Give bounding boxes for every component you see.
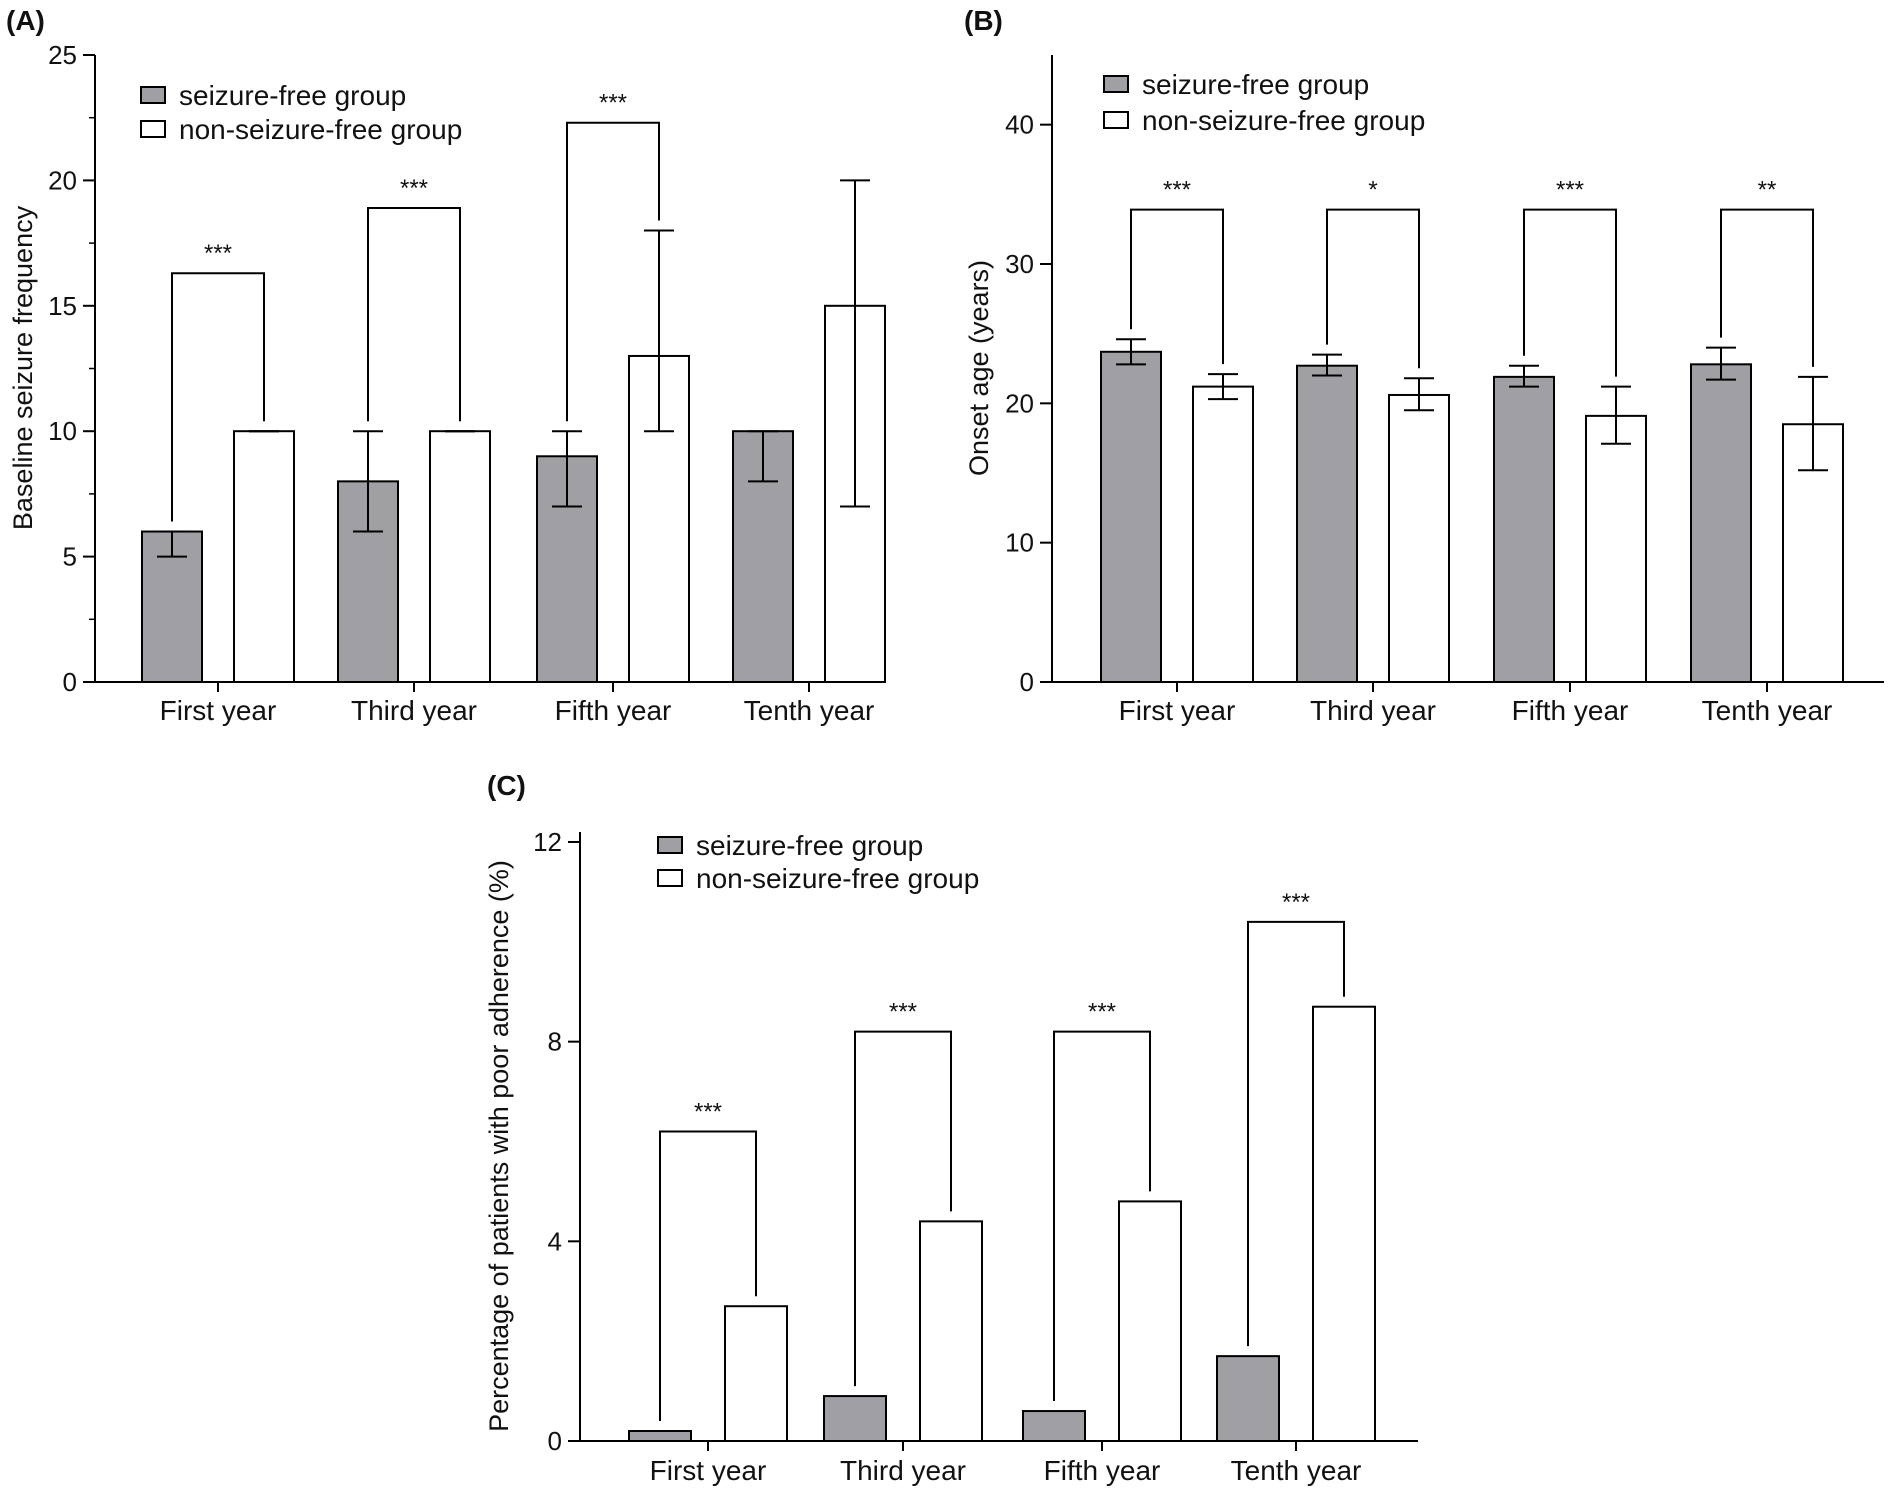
panel-letter: (B) (964, 5, 1003, 36)
y-tick-label: 20 (1005, 388, 1034, 418)
category-label: First year (1119, 695, 1236, 726)
bar (1118, 1200, 1182, 1442)
category-label: First year (650, 1455, 767, 1486)
bar (1312, 1005, 1376, 1443)
legend-label: seizure-free group (1142, 69, 1369, 100)
bar (628, 1430, 692, 1442)
y-tick-label: 0 (63, 667, 77, 697)
y-tick-label: 8 (548, 1027, 562, 1057)
significance-label: *** (1282, 889, 1310, 916)
significance-bracket (1720, 208, 1814, 367)
y-tick-label: 5 (63, 542, 77, 572)
legend-swatch (140, 86, 166, 104)
bar (919, 1220, 983, 1442)
y-tick-label: 30 (1005, 249, 1034, 279)
bar (141, 530, 203, 684)
significance-bracket (1053, 1030, 1151, 1402)
bar (1690, 363, 1752, 683)
bar (1192, 385, 1254, 683)
significance-label: ** (1758, 177, 1777, 204)
bar (1216, 1355, 1280, 1443)
panel-a: (A) 0 5 10 15 20 25 Baseline seizure frequency F… (6, 5, 886, 726)
y-tick-label: 15 (48, 291, 77, 321)
significance-label: * (1368, 177, 1377, 204)
category-label: Fifth year (1044, 1455, 1161, 1486)
y-axis-title: Baseline seizure frequency (8, 205, 38, 530)
bar (1585, 414, 1647, 683)
significance-bracket (1247, 920, 1345, 1347)
significance-label: *** (694, 1099, 722, 1126)
bar (1100, 350, 1162, 683)
significance-label: *** (1163, 177, 1191, 204)
bar (233, 430, 295, 684)
y-tick-label: 25 (48, 40, 77, 70)
category-label: Tenth year (1231, 1455, 1362, 1486)
legend-label: non-seizure-free group (1142, 105, 1425, 136)
y-axis-title: Onset age (years) (964, 260, 994, 476)
legend-label: seizure-free group (179, 80, 406, 111)
legend-swatch (657, 869, 683, 887)
y-tick-label: 12 (533, 827, 562, 857)
significance-bracket (1130, 208, 1224, 365)
significance-label: *** (400, 175, 428, 202)
legend-swatch (657, 836, 683, 854)
category-label: Fifth year (1512, 695, 1629, 726)
bar (724, 1305, 788, 1442)
legend-label: non-seizure-free group (179, 114, 462, 145)
bar (1493, 375, 1555, 683)
y-tick-label: 0 (548, 1426, 562, 1456)
category-label: Tenth year (1702, 695, 1833, 726)
bar (823, 1395, 887, 1442)
significance-bracket (1326, 208, 1420, 369)
category-label: Fifth year (555, 695, 672, 726)
y-axis-title: Percentage of patients with poor adheren… (484, 860, 514, 1432)
significance-label: *** (889, 999, 917, 1026)
panel-c: (C) 0 4 8 12 Percentage of patients with poor… (484, 770, 1418, 1486)
bar (536, 455, 598, 683)
bar (1388, 393, 1450, 683)
panel-b: (B) 0 10 20 30 40 Onset age (years) First year T… (964, 5, 1884, 726)
significance-label: *** (204, 240, 232, 267)
significance-label: *** (1556, 177, 1584, 204)
legend-swatch (140, 120, 166, 138)
panel-letter: (A) (6, 5, 45, 36)
category-label: Third year (351, 695, 477, 726)
significance-bracket (1523, 208, 1617, 377)
significance-label: *** (599, 90, 627, 117)
significance-label: *** (1088, 999, 1116, 1026)
legend-label: non-seizure-free group (696, 863, 979, 894)
panel-letter: (C) (487, 770, 526, 801)
category-label: Tenth year (744, 695, 875, 726)
y-tick-label: 20 (48, 165, 77, 195)
significance-bracket (171, 272, 265, 522)
legend-swatch (1103, 75, 1129, 93)
bar (1296, 364, 1358, 683)
y-tick-label: 0 (1020, 667, 1034, 697)
y-tick-label: 10 (48, 416, 77, 446)
y-tick-label: 40 (1005, 110, 1034, 140)
category-label: First year (160, 695, 277, 726)
significance-bracket (659, 1130, 757, 1422)
y-tick-label: 4 (548, 1226, 562, 1256)
bar (1022, 1410, 1086, 1443)
category-label: Third year (1310, 695, 1436, 726)
significance-bracket (566, 121, 660, 422)
legend-label: seizure-free group (696, 830, 923, 861)
category-label: Third year (840, 1455, 966, 1486)
significance-bracket (367, 206, 461, 422)
y-tick-label: 10 (1005, 528, 1034, 558)
significance-bracket (854, 1030, 952, 1387)
bar (429, 430, 491, 684)
legend-swatch (1103, 111, 1129, 129)
